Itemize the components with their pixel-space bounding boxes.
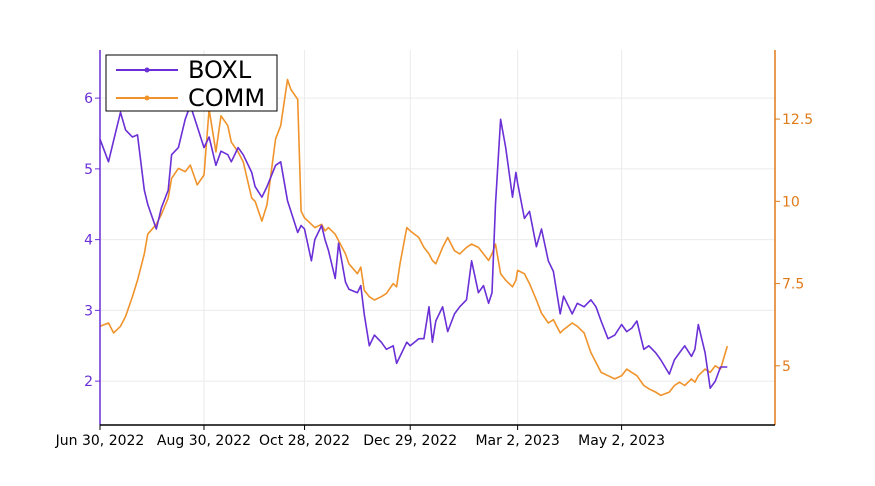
left-y-tick-label: 2 — [84, 374, 93, 390]
left-y-tick-label: 4 — [84, 233, 93, 249]
x-tick-label: Dec 29, 2022 — [363, 433, 457, 449]
series-layer — [99, 78, 729, 397]
right-y-tick-label: 10 — [782, 194, 800, 210]
series-line-boxl — [99, 104, 728, 389]
legend-marker-boxl — [144, 67, 150, 73]
x-tick-label: Oct 28, 2022 — [259, 433, 350, 449]
right-y-tick-label: 12.5 — [782, 112, 813, 128]
left-y-tick-label: 5 — [84, 162, 93, 178]
legend-box — [105, 54, 278, 112]
x-tick-label: Jun 30, 2022 — [55, 433, 145, 449]
right-y-tick-label: 7.5 — [782, 277, 804, 293]
legend-label-comm: COMM — [188, 84, 265, 112]
x-tick-label: May 2, 2023 — [578, 433, 665, 449]
legend-marker-comm — [144, 95, 150, 101]
x-tick-label: Mar 2, 2023 — [475, 433, 559, 449]
left-y-tick-label: 3 — [84, 303, 93, 319]
left-y-tick-label: 6 — [84, 91, 93, 107]
x-tick-label: Aug 30, 2022 — [157, 433, 251, 449]
legend-label-boxl: BOXL — [188, 56, 252, 84]
right-y-tick-label: 5 — [782, 359, 791, 375]
series-line-comm — [99, 78, 729, 397]
axes: Jun 30, 2022 Aug 30, 2022 Oct 28, 2022 Dec … — [55, 50, 813, 449]
